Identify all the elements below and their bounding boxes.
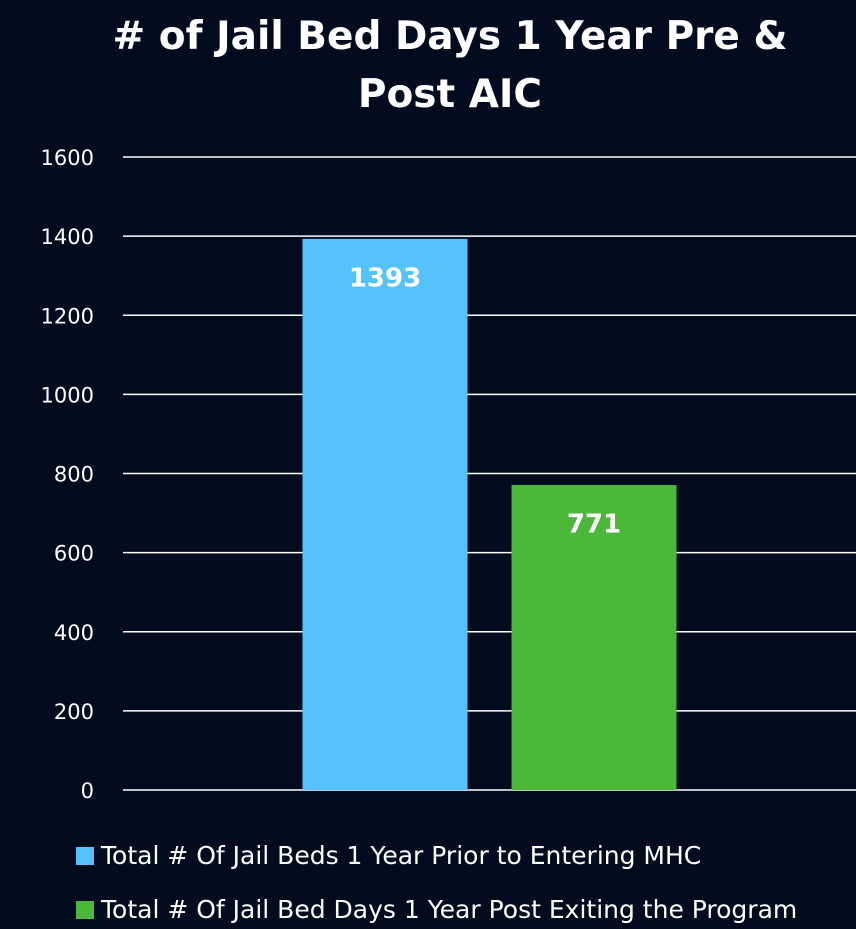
y-tick-label: 0 — [81, 779, 94, 803]
y-tick-label: 600 — [54, 542, 94, 566]
y-tick-label: 1400 — [41, 225, 94, 249]
y-tick-label: 800 — [54, 463, 94, 487]
legend-label: Total # Of Jail Bed Days 1 Year Post Exi… — [100, 895, 797, 924]
y-tick-label: 1600 — [41, 146, 94, 170]
chart-title: # of Jail Bed Days 1 Year Pre & Post AIC — [112, 14, 788, 117]
bar — [302, 238, 468, 790]
y-tick-label: 200 — [54, 700, 94, 724]
data-label: 1393 — [349, 263, 421, 293]
y-tick-label: 1200 — [41, 304, 94, 328]
data-label: 771 — [567, 509, 621, 539]
legend-swatch — [76, 847, 94, 865]
legend-label: Total # Of Jail Beds 1 Year Prior to Ent… — [100, 841, 701, 870]
legend-swatch — [76, 901, 94, 919]
y-tick-label: 400 — [54, 621, 94, 645]
bar — [511, 484, 677, 790]
y-tick-label: 1000 — [41, 383, 94, 407]
